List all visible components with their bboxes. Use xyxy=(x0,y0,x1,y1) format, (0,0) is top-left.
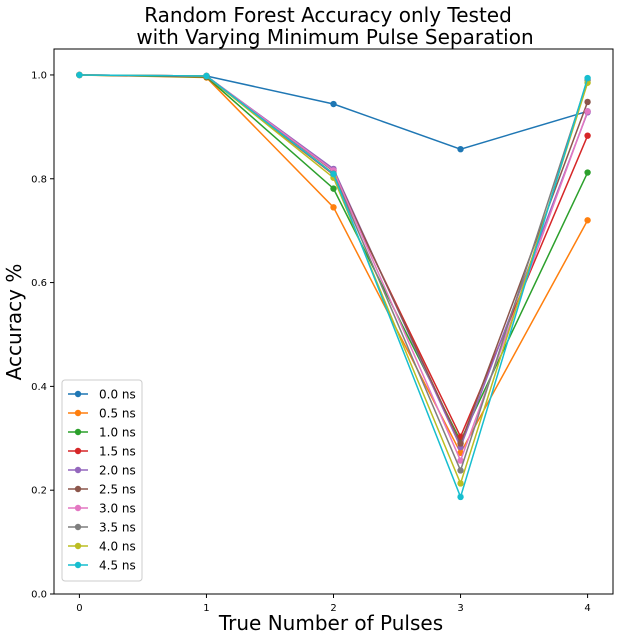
legend-label: 1.0 ns xyxy=(99,426,136,440)
legend-marker xyxy=(74,542,82,550)
data-point xyxy=(330,185,337,192)
legend-label: 3.5 ns xyxy=(99,521,136,535)
legend-item: 0.0 ns xyxy=(68,388,136,402)
y-tick-label: 0.8 xyxy=(31,174,47,185)
legend-marker xyxy=(74,504,82,512)
legend-marker xyxy=(74,409,82,417)
data-point xyxy=(457,467,464,474)
x-tick-label: 4 xyxy=(584,603,590,614)
data-point xyxy=(584,132,591,139)
legend-label: 3.0 ns xyxy=(99,502,136,516)
legend: 0.0 ns 0.5 ns 1.0 ns 1.5 ns 2.0 ns 2.5 ns 3.0 … xyxy=(61,379,143,582)
series-layer xyxy=(76,71,591,501)
y-axis-label: Accuracy % xyxy=(2,264,26,381)
legend-label: 1.5 ns xyxy=(99,445,136,459)
x-tick-label: 0 xyxy=(76,603,82,614)
legend-marker xyxy=(74,447,82,455)
data-point xyxy=(457,493,464,501)
x-axis-label: True Number of Pulses xyxy=(218,611,443,635)
plot-area xyxy=(53,48,614,595)
y-tick-label: 0.4 xyxy=(31,382,47,393)
legend-marker xyxy=(74,485,82,493)
x-tick-label: 2 xyxy=(330,603,336,614)
legend-label: 2.0 ns xyxy=(99,464,136,478)
legend-marker xyxy=(74,466,82,474)
y-axis: 0.0 0.2 0.4 0.6 0.8 1.0 xyxy=(31,70,54,601)
legend-item: 4.5 ns xyxy=(68,559,136,573)
chart-title-line-2: with Varying Minimum Pulse Separation xyxy=(136,25,533,49)
data-point xyxy=(584,98,591,106)
data-point xyxy=(76,71,83,79)
legend-item: 3.5 ns xyxy=(68,521,136,535)
chart-title-line-1: Random Forest Accuracy only Tested xyxy=(144,3,512,27)
legend-item: 3.0 ns xyxy=(68,502,136,516)
x-axis: 0 1 2 3 4 xyxy=(76,594,591,614)
legend-label: 4.5 ns xyxy=(99,559,136,573)
y-tick-label: 1.0 xyxy=(31,70,47,81)
x-tick-label: 3 xyxy=(457,603,463,614)
legend-item: 1.0 ns xyxy=(68,426,136,440)
legend-item: 1.5 ns xyxy=(68,445,136,459)
legend-label: 2.5 ns xyxy=(99,483,136,497)
data-point xyxy=(584,217,591,224)
data-point xyxy=(584,74,591,82)
data-point xyxy=(330,170,337,178)
data-point xyxy=(330,100,337,108)
legend-item: 2.5 ns xyxy=(68,483,136,497)
data-point xyxy=(584,169,591,176)
legend-marker xyxy=(74,561,82,569)
legend-item: 0.5 ns xyxy=(68,407,136,421)
data-point xyxy=(330,204,337,211)
legend-marker xyxy=(74,523,82,531)
legend-label: 4.0 ns xyxy=(99,540,136,554)
series-4-5-ns xyxy=(76,71,591,501)
y-tick-label: 0.6 xyxy=(31,278,47,289)
legend-label: 0.0 ns xyxy=(99,388,136,402)
legend-label: 0.5 ns xyxy=(99,407,136,421)
x-tick-label: 1 xyxy=(203,603,209,614)
y-tick-label: 0.0 xyxy=(31,590,47,601)
legend-marker xyxy=(74,390,82,398)
y-tick-label: 0.2 xyxy=(31,486,47,497)
legend-box xyxy=(61,379,143,582)
data-point xyxy=(457,145,464,153)
data-point xyxy=(457,440,464,447)
legend-marker xyxy=(74,428,82,436)
legend-item: 4.0 ns xyxy=(68,540,136,554)
data-point xyxy=(584,108,591,115)
data-point xyxy=(203,72,210,80)
legend-item: 2.0 ns xyxy=(68,464,136,478)
data-point xyxy=(457,457,464,464)
data-point xyxy=(457,480,464,487)
